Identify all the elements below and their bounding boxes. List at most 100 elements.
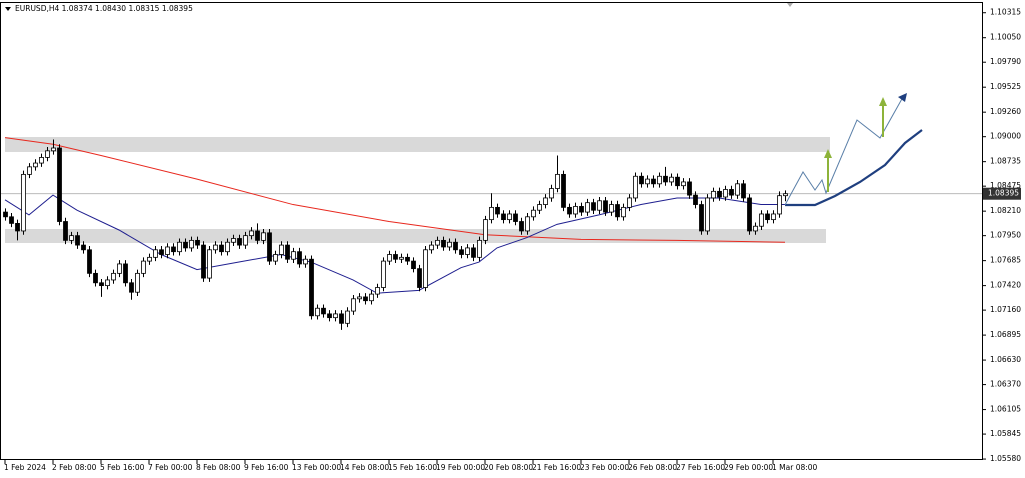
candle-body (783, 193, 788, 197)
chart-title: EURUSD,H4 1.08374 1.08430 1.08315 1.0839… (15, 4, 193, 13)
candle-body (591, 202, 596, 211)
resistance-zone (5, 137, 830, 152)
y-tick-label: 1.06370 (990, 380, 1021, 389)
y-tick-label: 1.08735 (990, 157, 1021, 166)
candle-body (273, 254, 278, 262)
candle-body (183, 241, 188, 249)
candle-body (747, 197, 752, 232)
candle-body (351, 298, 356, 312)
y-tick-label: 1.08210 (990, 206, 1021, 215)
candle-body (291, 251, 296, 260)
y-tick-label: 1.07950 (990, 231, 1021, 240)
candle-body (117, 263, 122, 274)
candle-body (423, 249, 428, 288)
candle-body (189, 239, 194, 249)
candle-body (81, 244, 86, 251)
y-tick-label: 1.06630 (990, 355, 1021, 364)
candle-body (375, 287, 380, 295)
x-tick-label: 8 Feb 08:00 (196, 463, 241, 472)
y-tick-label: 1.09000 (990, 132, 1021, 141)
candle-body (153, 249, 158, 258)
y-tick-label: 1.09790 (990, 57, 1021, 66)
moving-average (4, 194, 785, 294)
candle-body (435, 239, 440, 246)
candle-body (27, 166, 32, 175)
candle-body (393, 254, 398, 260)
candle-body (669, 176, 674, 183)
candle-body (723, 189, 728, 198)
candle-body (297, 251, 302, 265)
candle-body (483, 219, 488, 241)
candle-body (165, 246, 170, 255)
candle-body (699, 204, 704, 232)
x-tick-label: 27 Feb 16:00 (676, 463, 725, 472)
candle-body (675, 176, 680, 187)
candle-body (255, 230, 260, 241)
forecast (784, 93, 923, 207)
candle-body (213, 244, 218, 251)
moving-average (4, 137, 786, 243)
candle-body (261, 232, 266, 241)
candle-body (495, 206, 500, 215)
candle-body (219, 244, 224, 253)
candle-body (585, 202, 590, 213)
candle-body (525, 216, 530, 232)
candle-body (45, 150, 50, 158)
candle-body (561, 173, 566, 208)
candle-body (573, 206, 578, 215)
candle-body (249, 230, 254, 237)
candle-body (459, 249, 464, 255)
candle-body (531, 209, 536, 218)
candle-body (399, 256, 404, 260)
candle-body (651, 178, 656, 185)
candle-body (279, 244, 284, 255)
candle-body (369, 293, 374, 302)
candle-body (609, 204, 614, 213)
projected-ma (785, 129, 923, 207)
candle-body (171, 246, 176, 253)
candle-body (453, 241, 458, 251)
candle-body (129, 282, 134, 293)
candle-body (711, 190, 716, 199)
candle-body (447, 241, 452, 248)
candle-body (39, 157, 44, 164)
candle-body (243, 235, 248, 246)
x-tick-label: 9 Feb 16:00 (244, 463, 289, 472)
x-tick-label: 7 Feb 00:00 (148, 463, 193, 472)
candle-body (339, 313, 344, 324)
candle-body (579, 206, 584, 213)
x-tick-label: 5 Feb 16:00 (100, 463, 145, 472)
candle-body (285, 244, 290, 260)
up-arrowhead (879, 97, 887, 106)
candle-body (51, 147, 56, 152)
plot-frame (0, 2, 983, 460)
x-tick-label: 20 Feb 08:00 (484, 463, 533, 472)
current-price-tag (983, 187, 1021, 200)
candle-body (387, 254, 392, 262)
candle-body (135, 272, 140, 293)
candle-body (489, 206, 494, 221)
x-tick-label: 1 Mar 08:00 (772, 463, 818, 472)
y-tick-label: 1.07160 (990, 305, 1021, 314)
candle-body (567, 206, 572, 215)
y-tick-label: 1.05580 (990, 454, 1021, 463)
candle-body (645, 178, 650, 185)
candle-body (633, 175, 638, 199)
x-tick-label: 21 Feb 16:00 (532, 463, 581, 472)
candle-body (93, 272, 98, 284)
candle-body (147, 256, 152, 262)
candle-body (771, 213, 776, 221)
candle-body (201, 244, 206, 279)
candle-body (345, 310, 350, 324)
x-tick-label: 1 Feb 2024 (4, 463, 46, 472)
candle-body (3, 211, 8, 218)
candle-body (111, 272, 116, 281)
up-arrowhead (824, 149, 832, 158)
y-tick-label: 1.06105 (990, 405, 1021, 414)
candle-body (759, 213, 764, 227)
y-tick-label: 1.08475 (990, 181, 1021, 190)
y-tick-label: 1.07420 (990, 281, 1021, 290)
candle-body (333, 313, 338, 319)
